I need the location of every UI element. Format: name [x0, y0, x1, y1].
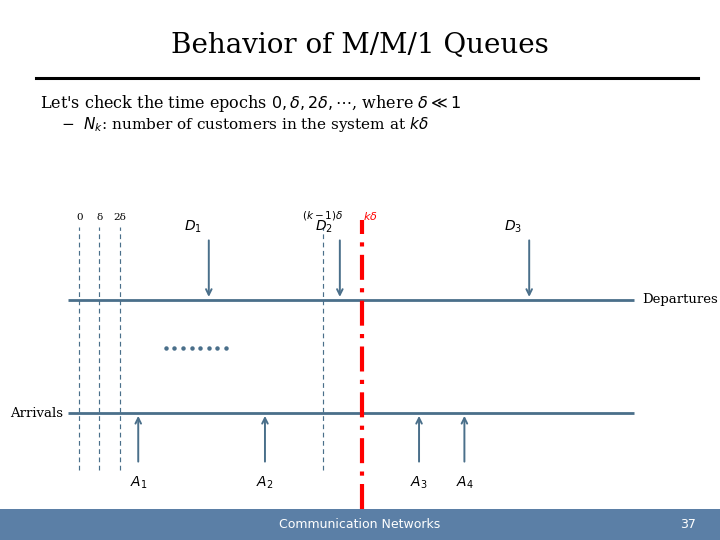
Text: $D_{2}$: $D_{2}$	[315, 219, 333, 235]
Text: $-$  $N_k$: number of customers in the system at $k\delta$: $-$ $N_k$: number of customers in the sy…	[61, 114, 429, 134]
Text: $A_{1}$: $A_{1}$	[130, 474, 147, 490]
Text: 2δ: 2δ	[114, 213, 127, 222]
Text: $A_{4}$: $A_{4}$	[456, 474, 473, 490]
Text: $(k-1)\delta$: $(k-1)\delta$	[302, 210, 343, 222]
Text: $A_{2}$: $A_{2}$	[256, 474, 274, 490]
Text: Behavior of M/M/1 Queues: Behavior of M/M/1 Queues	[171, 32, 549, 59]
Text: $D_{1}$: $D_{1}$	[184, 219, 202, 235]
Text: Communication Networks: Communication Networks	[279, 518, 441, 531]
Text: 37: 37	[680, 518, 696, 531]
Text: Departures: Departures	[642, 293, 718, 306]
Text: δ: δ	[96, 213, 102, 222]
Text: Arrivals: Arrivals	[9, 407, 63, 420]
Text: $k\delta$: $k\delta$	[364, 211, 378, 222]
Text: Let's check the time epochs $0, \delta, 2\delta, \cdots$, where $\delta \ll 1$: Let's check the time epochs $0, \delta, …	[40, 93, 461, 114]
Text: 0: 0	[76, 213, 83, 222]
Bar	[0, 509, 720, 540]
Text: $D_{3}$: $D_{3}$	[504, 219, 523, 235]
Text: $A_{3}$: $A_{3}$	[410, 474, 428, 490]
